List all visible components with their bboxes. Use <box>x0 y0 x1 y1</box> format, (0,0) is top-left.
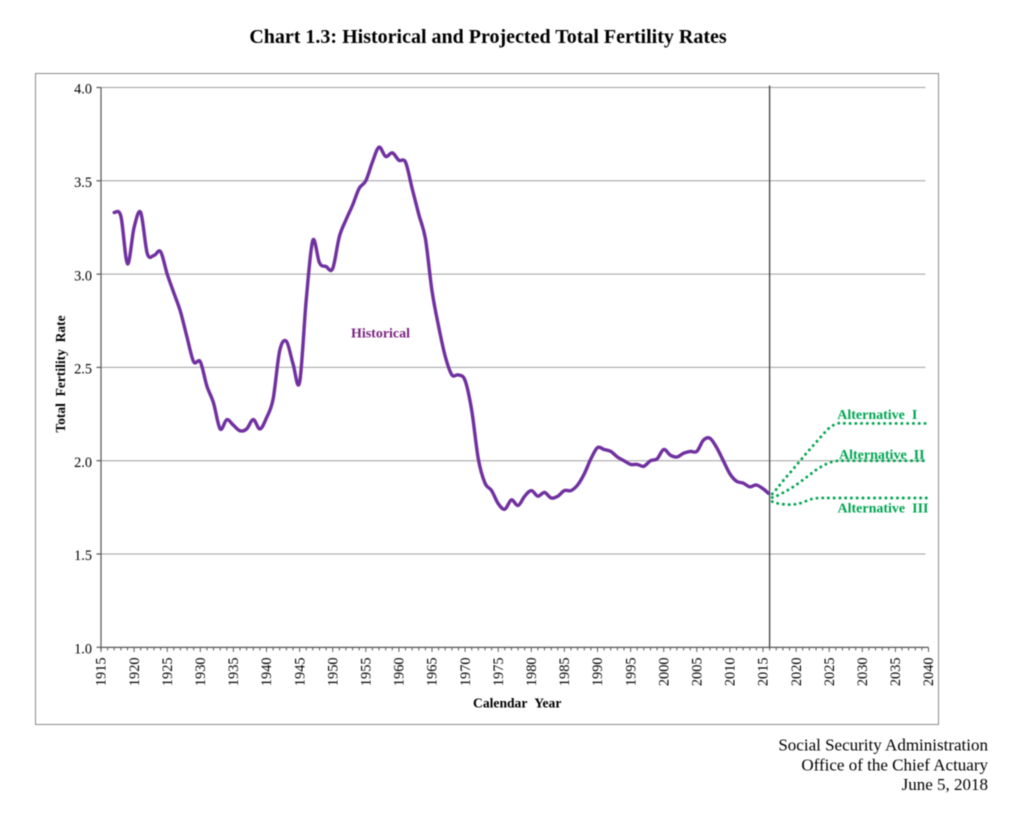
svg-text:1965: 1965 <box>425 658 441 687</box>
svg-text:3.0: 3.0 <box>74 268 92 284</box>
svg-text:1995: 1995 <box>623 658 639 687</box>
svg-text:2025: 2025 <box>822 658 838 687</box>
svg-text:4.0: 4.0 <box>74 82 92 98</box>
svg-text:2030: 2030 <box>855 658 871 687</box>
svg-text:1955: 1955 <box>359 658 375 687</box>
svg-text:June 5, 2018: June 5, 2018 <box>902 775 988 794</box>
svg-text:Chart 1.3: Historical and Proj: Chart 1.3: Historical and Projected Tota… <box>249 26 727 48</box>
svg-text:1970: 1970 <box>458 658 474 687</box>
svg-text:2015: 2015 <box>756 658 772 687</box>
svg-text:1925: 1925 <box>160 658 176 687</box>
svg-text:Calendar Year: Calendar Year <box>473 695 561 710</box>
svg-text:1945: 1945 <box>292 658 308 687</box>
svg-text:2.0: 2.0 <box>74 455 92 471</box>
svg-text:1935: 1935 <box>226 658 242 687</box>
svg-text:1950: 1950 <box>325 658 341 687</box>
svg-text:Historical: Historical <box>351 327 410 342</box>
svg-text:1.0: 1.0 <box>74 642 92 658</box>
svg-text:1.5: 1.5 <box>74 548 92 564</box>
svg-text:1990: 1990 <box>590 658 606 687</box>
svg-text:1975: 1975 <box>491 658 507 687</box>
svg-text:1980: 1980 <box>524 658 540 687</box>
svg-text:1960: 1960 <box>392 658 408 687</box>
svg-text:2035: 2035 <box>888 658 904 687</box>
svg-text:2040: 2040 <box>921 658 937 687</box>
svg-text:3.5: 3.5 <box>74 175 92 191</box>
svg-text:2005: 2005 <box>690 658 706 687</box>
svg-text:1985: 1985 <box>557 658 573 687</box>
svg-text:2.5: 2.5 <box>74 362 92 378</box>
svg-text:2020: 2020 <box>789 658 805 687</box>
svg-text:Alternative I: Alternative I <box>837 408 917 423</box>
svg-text:Alternative II: Alternative II <box>839 448 925 463</box>
svg-text:Alternative III: Alternative III <box>838 501 929 516</box>
svg-text:Total Fertility Rate: Total Fertility Rate <box>53 315 68 432</box>
svg-text:1915: 1915 <box>94 658 110 687</box>
svg-text:1940: 1940 <box>259 658 275 687</box>
svg-text:Office of the Chief Actuary: Office of the Chief Actuary <box>801 755 988 774</box>
svg-text:1920: 1920 <box>127 658 143 687</box>
svg-text:2000: 2000 <box>656 658 672 687</box>
svg-text:Social Security Administration: Social Security Administration <box>778 736 988 755</box>
svg-text:2010: 2010 <box>723 658 739 687</box>
svg-text:1930: 1930 <box>193 658 209 687</box>
